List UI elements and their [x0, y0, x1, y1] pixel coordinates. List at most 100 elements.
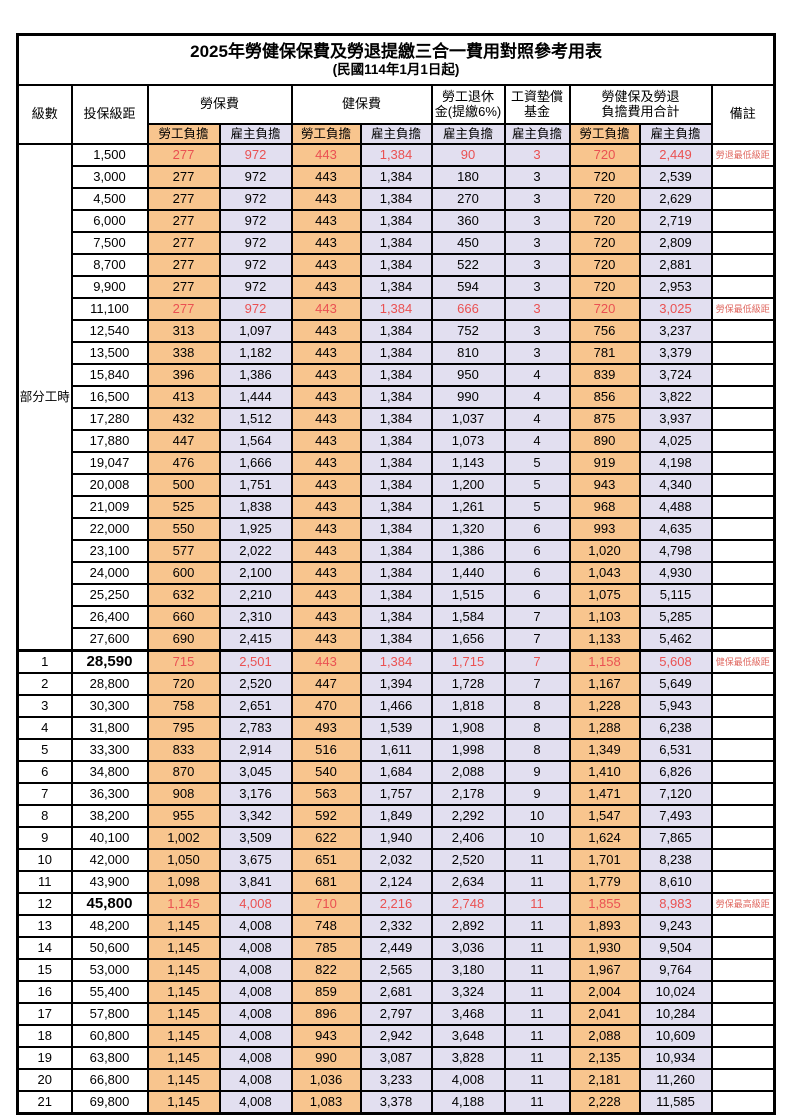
cell-total-employee: 1,020 [568, 539, 641, 563]
cell-labor-employee: 690 [146, 627, 221, 652]
cell-wage-fund-employer: 6 [503, 561, 571, 585]
title-row: 2025年勞健保保費及勞退提繳三合一費用對照參考用表 (民國114年1月1日起) [16, 33, 776, 86]
cell-labor-employer: 972 [218, 231, 293, 255]
cell-health-employer: 3,233 [359, 1068, 433, 1092]
row-remark [710, 407, 776, 431]
row-remark [710, 782, 776, 806]
cell-wage-fund-employer: 7 [503, 649, 571, 674]
cell-health-employer: 1,384 [359, 649, 433, 674]
table-row: 24,000 600 2,100 443 1,384 1,440 6 1,043 4,930 [18, 561, 776, 585]
cell-health-employer: 1,384 [359, 539, 433, 563]
cell-pension-employer: 2,748 [430, 892, 506, 916]
cell-total-employer: 10,609 [638, 1024, 713, 1048]
cell-labor-employer: 3,045 [218, 760, 293, 784]
cell-total-employer: 9,243 [638, 914, 713, 938]
cell-health-employer: 2,942 [359, 1024, 433, 1048]
cell-pension-employer: 90 [430, 143, 506, 167]
cell-labor-employer: 3,509 [218, 826, 293, 850]
cell-total-employer: 5,943 [638, 694, 713, 718]
cell-health-employee: 443 [290, 319, 362, 343]
cell-labor-employee: 277 [146, 143, 221, 167]
cell-total-employee: 1,701 [568, 848, 641, 872]
cell-total-employer: 7,865 [638, 826, 713, 850]
cell-pension-employer: 3,648 [430, 1024, 506, 1048]
cell-health-employee: 443 [290, 539, 362, 563]
table-row: 16,500 413 1,444 443 1,384 990 4 856 3,822 [18, 385, 776, 409]
table-row: 13,500 338 1,182 443 1,384 810 3 781 3,379 [18, 341, 776, 365]
cell-wage-fund-employer: 5 [503, 495, 571, 519]
row-salary: 21,009 [70, 495, 149, 519]
cell-wage-fund-employer: 3 [503, 209, 571, 233]
cell-labor-employee: 500 [146, 473, 221, 497]
cell-pension-employer: 990 [430, 385, 506, 409]
cell-health-employee: 1,083 [290, 1090, 362, 1115]
cell-health-employee: 785 [290, 936, 362, 960]
cell-pension-employer: 1,656 [430, 627, 506, 652]
row-salary: 1,500 [70, 143, 149, 167]
cell-labor-employee: 277 [146, 297, 221, 321]
cell-total-employee: 1,075 [568, 583, 641, 607]
cell-health-employer: 3,087 [359, 1046, 433, 1070]
table-row: 8 38,200 955 3,342 592 1,849 2,292 10 1,547 7,493 [16, 804, 776, 828]
cell-labor-employee: 1,145 [146, 1002, 221, 1026]
cell-health-employer: 1,384 [359, 209, 433, 233]
cell-total-employee: 1,624 [568, 826, 641, 850]
cell-wage-fund-employer: 7 [503, 627, 571, 652]
cell-labor-employer: 2,651 [218, 694, 293, 718]
cell-total-employee: 720 [568, 187, 641, 211]
total-label-line2: 負擔費用合計 [601, 103, 680, 119]
subheader-pension-employer: 雇主負擔 [430, 123, 506, 145]
table-row: 14 50,600 1,145 4,008 785 2,449 3,036 11 1,930 9,… [16, 936, 776, 960]
cell-labor-employer: 4,008 [218, 1002, 293, 1026]
cell-wage-fund-employer: 10 [503, 826, 571, 850]
cell-wage-fund-employer: 9 [503, 760, 571, 784]
pension-label-line1: 勞工退休 [441, 88, 494, 104]
cell-health-employer: 2,681 [359, 980, 433, 1004]
cell-wage-fund-employer: 11 [503, 1046, 571, 1070]
cell-total-employee: 2,004 [568, 980, 641, 1004]
table-row: 15,840 396 1,386 443 1,384 950 4 839 3,724 [18, 363, 776, 387]
cell-total-employee: 1,228 [568, 694, 641, 718]
cell-health-employee: 443 [290, 187, 362, 211]
cell-health-employee: 563 [290, 782, 362, 806]
cell-labor-employee: 277 [146, 275, 221, 299]
cell-labor-employer: 3,841 [218, 870, 293, 894]
row-level: 14 [16, 936, 73, 960]
row-remark [710, 826, 776, 850]
cell-labor-employee: 338 [146, 341, 221, 365]
cell-wage-fund-employer: 11 [503, 870, 571, 894]
row-salary: 8,700 [70, 253, 149, 277]
row-remark [710, 451, 776, 475]
row-level: 11 [16, 870, 73, 894]
cell-wage-fund-employer: 3 [503, 319, 571, 343]
table-row: 22,000 550 1,925 443 1,384 1,320 6 993 4,635 [18, 517, 776, 541]
row-remark [710, 804, 776, 828]
cell-total-employee: 1,893 [568, 914, 641, 938]
cell-health-employer: 1,384 [359, 165, 433, 189]
row-remark [710, 1090, 776, 1115]
row-level: 20 [16, 1068, 73, 1092]
row-remark [710, 473, 776, 497]
row-level: 15 [16, 958, 73, 982]
col-header-salary: 投保級距 [70, 84, 149, 145]
cell-wage-fund-employer: 11 [503, 936, 571, 960]
col-header-wage-fund: 工資墊償 基金 [503, 84, 571, 125]
cell-total-employer: 8,238 [638, 848, 713, 872]
cell-health-employee: 443 [290, 385, 362, 409]
cell-labor-employee: 1,050 [146, 848, 221, 872]
table-row: 27,600 690 2,415 443 1,384 1,656 7 1,133 5,462 [18, 627, 776, 652]
row-remark [710, 848, 776, 872]
cell-total-employee: 720 [568, 297, 641, 321]
cell-health-employee: 443 [290, 495, 362, 519]
cell-labor-employee: 1,145 [146, 980, 221, 1004]
row-remark [710, 275, 776, 299]
cell-total-employee: 890 [568, 429, 641, 453]
cell-health-employee: 443 [290, 297, 362, 321]
cell-health-employer: 1,757 [359, 782, 433, 806]
row-remark [710, 760, 776, 784]
cell-labor-employee: 720 [146, 672, 221, 696]
cell-pension-employer: 3,180 [430, 958, 506, 982]
row-remark [710, 561, 776, 585]
cell-labor-employee: 277 [146, 253, 221, 277]
cell-total-employee: 919 [568, 451, 641, 475]
